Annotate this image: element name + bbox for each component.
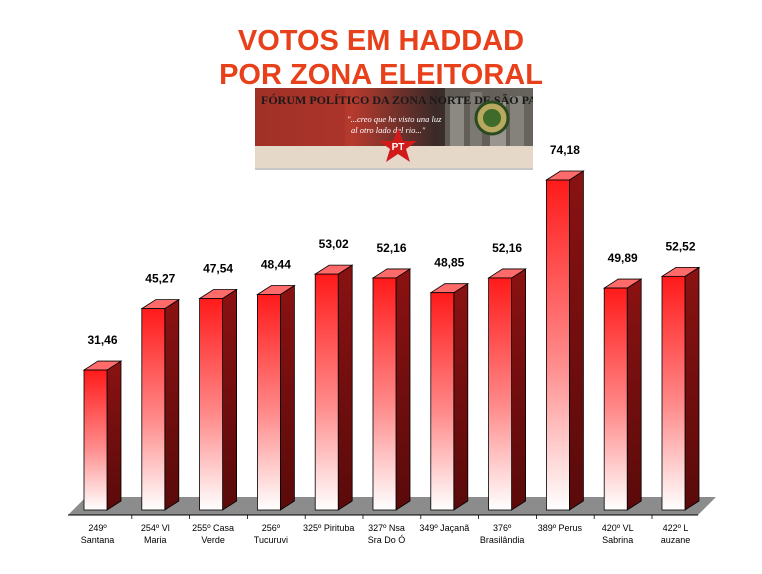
- bar-side: [337, 264, 353, 511]
- chart-title-line2: POR ZONA ELEITORAL: [219, 59, 543, 91]
- bar-side: [164, 298, 180, 511]
- value-label: 49,89: [608, 251, 638, 265]
- category-label: 327º Nsa Sra Do Ó: [368, 523, 406, 545]
- bar-side: [395, 268, 411, 511]
- bar-front: [661, 275, 686, 511]
- bar-3: [198, 288, 238, 511]
- value-label: 31,46: [87, 333, 117, 347]
- bar-front: [372, 277, 397, 511]
- category-labels-group: 249º Santana 254º Vl Maria 255º Casa Verde 256…: [68, 514, 698, 545]
- bar-2: [140, 298, 181, 511]
- bar-10: [602, 278, 643, 511]
- bar-front: [256, 294, 281, 511]
- bar-front: [430, 292, 455, 511]
- banner-quote-line1: "...creo que he visto una luz: [347, 114, 442, 124]
- value-label: 52,52: [665, 239, 695, 253]
- star-logo-icon: [379, 128, 417, 162]
- chart-title-line1: VOTOS EM HADDAD: [237, 25, 525, 57]
- banner-image: FÓRUM POLÍTICO DA ZONA NORTE DE SÃO PAUL…: [255, 88, 533, 168]
- bar-side: [453, 282, 469, 511]
- bars-group: [82, 170, 701, 511]
- bar-front: [603, 287, 628, 511]
- bar-7: [429, 282, 470, 511]
- category-label: 254º Vl Maria: [141, 523, 170, 545]
- bar-4: [256, 284, 296, 511]
- category-label: 376º Brasilândia: [480, 523, 525, 545]
- bar-side: [222, 288, 238, 511]
- forum-banner: FÓRUM POLÍTICO DA ZONA NORTE DE SÃO PAUL…: [255, 88, 533, 170]
- category-label: 349º Jaçanã: [419, 523, 469, 533]
- category-label: 389º Perus: [538, 523, 583, 533]
- bar-side: [511, 268, 526, 511]
- bar-side: [106, 360, 122, 511]
- value-label: 48,85: [434, 256, 464, 270]
- bar-side: [569, 170, 584, 511]
- bar-side: [626, 278, 642, 511]
- bar-front: [199, 298, 224, 511]
- bar-9: [545, 170, 585, 511]
- category-label: 256º Tucuruvi: [254, 523, 288, 545]
- bar-6: [371, 268, 412, 511]
- value-label: 47,54: [203, 262, 233, 276]
- bar-front: [546, 179, 570, 511]
- bar-front: [488, 277, 513, 511]
- value-label: 53,02: [319, 237, 349, 251]
- value-label: 52,16: [376, 241, 406, 255]
- category-label: 325º Pirituba: [303, 523, 354, 533]
- bar-side: [279, 284, 295, 511]
- value-labels-group: 31,46 45,27 47,54 48,44 53,02 52,16 48,85 52,16…: [87, 143, 695, 347]
- bar-11: [660, 266, 701, 511]
- banner-logo-text: PT: [392, 142, 405, 153]
- bar-8: [487, 268, 527, 511]
- banner-heading: FÓRUM POLÍTICO DA ZONA NORTE DE SÃO PAUL…: [261, 93, 533, 107]
- category-label: 249º Santana: [81, 523, 115, 545]
- bar-side: [684, 266, 700, 511]
- value-label: 52,16: [492, 241, 522, 255]
- banner-quote-line2: al otro lado del rio...": [351, 125, 426, 135]
- value-label: 74,18: [550, 143, 580, 157]
- category-label: 420º VL Sabrina: [602, 523, 634, 545]
- value-label: 48,44: [261, 258, 291, 272]
- category-label: 255º Casa Verde: [192, 523, 234, 545]
- bar-5: [313, 264, 354, 511]
- bar-1: [82, 360, 123, 511]
- bar-front: [83, 369, 108, 511]
- bar-front: [141, 308, 166, 511]
- value-label: 45,27: [145, 272, 175, 286]
- bar-front: [314, 273, 339, 511]
